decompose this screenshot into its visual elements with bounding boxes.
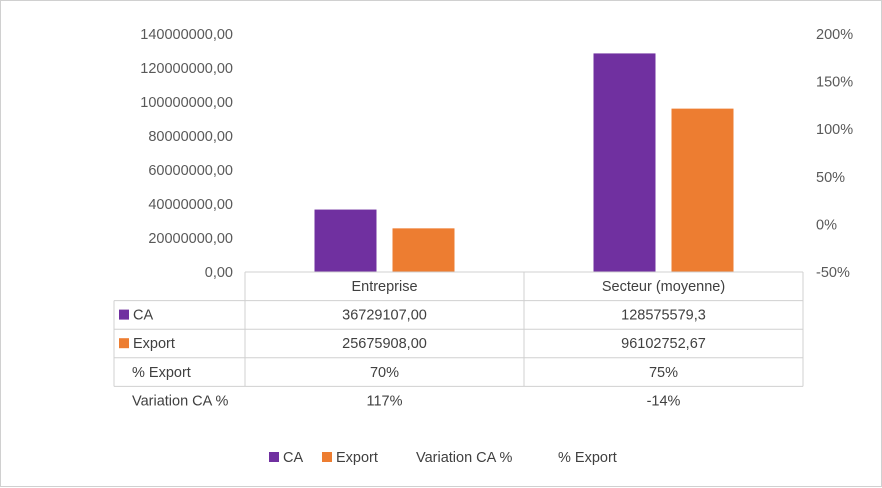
bar-export-0 — [392, 228, 455, 272]
table-cell: 96102752,67 — [621, 336, 706, 352]
table-cell: 70% — [370, 365, 399, 381]
legend-entry: % Export — [558, 450, 617, 466]
y2-tick-label: 150% — [816, 75, 853, 91]
category-label: Secteur (moyenne) — [602, 279, 725, 295]
legend-key — [269, 452, 279, 462]
y2-tick-label: 0% — [816, 217, 837, 233]
y2-tick-label: 100% — [816, 122, 853, 138]
y-tick-label: 140000000,00 — [140, 27, 233, 43]
bar-ca-0 — [314, 209, 377, 272]
y2-tick-label: 50% — [816, 170, 845, 186]
table-cell: -14% — [647, 393, 681, 409]
table-legend-key — [119, 338, 129, 349]
y-tick-label: 20000000,00 — [148, 231, 233, 247]
bar-export-1 — [671, 108, 734, 272]
table-cell: 75% — [649, 365, 678, 381]
y-tick-label: 80000000,00 — [148, 129, 233, 145]
legend-key — [322, 452, 332, 462]
table-legend-key — [119, 309, 129, 320]
bar-ca-1 — [593, 53, 656, 273]
data-table: Entreprise Secteur (moyenne) CA 36729107,00… — [113, 271, 804, 409]
legend-entry: Variation CA % — [416, 450, 513, 466]
legend: CA Export Variation CA % % Export — [269, 450, 617, 466]
table-cell: 25675908,00 — [342, 336, 427, 352]
y-tick-label: 120000000,00 — [140, 61, 233, 77]
legend-entry: CA — [283, 450, 303, 466]
y-tick-label: 100000000,00 — [140, 95, 233, 111]
y-tick-label: 0,00 — [205, 265, 233, 281]
table-row-label: Export — [133, 336, 175, 352]
legend-entry: Export — [336, 450, 378, 466]
table-row-label: % Export — [132, 365, 191, 381]
bar-group — [314, 53, 734, 273]
secondary-y-axis: -50% 0% 50% 100% 150% 200% — [816, 27, 853, 281]
y2-tick-label: -50% — [816, 265, 850, 281]
y2-tick-label: 200% — [816, 27, 853, 43]
primary-y-axis: 0,00 20000000,00 40000000,00 60000000,00 800… — [140, 27, 233, 281]
y-tick-label: 60000000,00 — [148, 163, 233, 179]
category-label: Entreprise — [351, 279, 417, 295]
table-cell: 36729107,00 — [342, 308, 427, 324]
table-row-label: Variation CA % — [132, 393, 229, 409]
table-cell: 117% — [366, 393, 402, 409]
table-cell: 128575579,3 — [621, 308, 706, 324]
table-row-label: CA — [133, 308, 153, 324]
y-tick-label: 40000000,00 — [148, 197, 233, 213]
